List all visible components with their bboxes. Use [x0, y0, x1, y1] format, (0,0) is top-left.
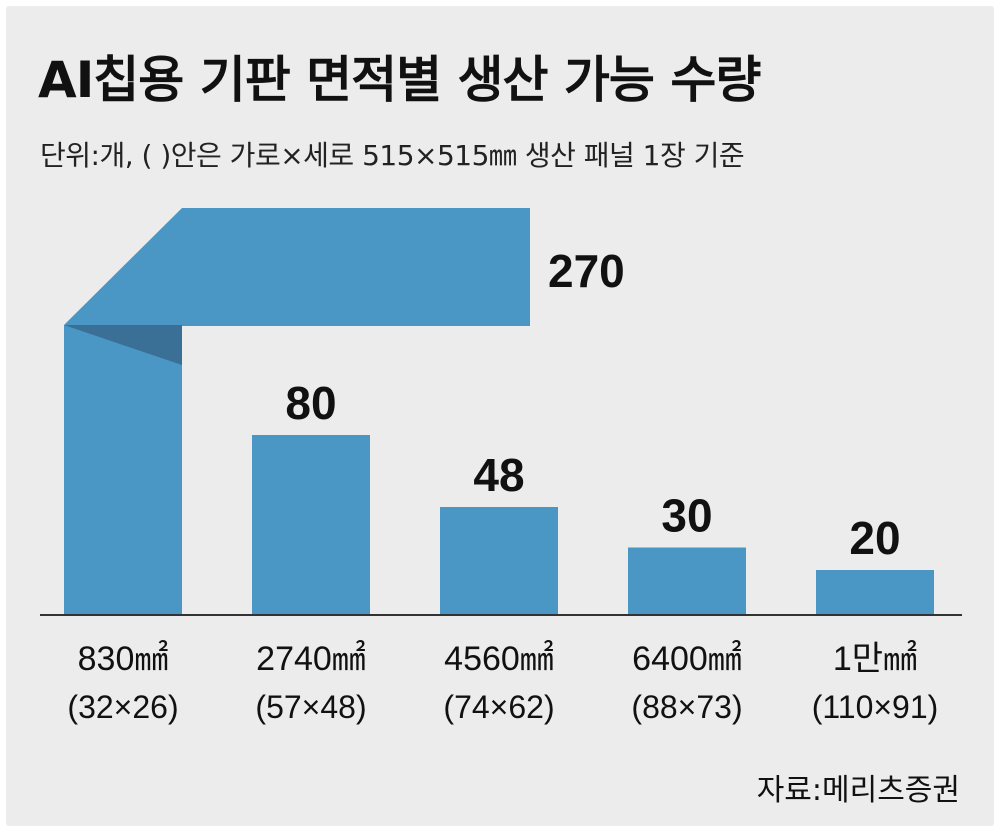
data-label-4: 20	[849, 512, 900, 564]
x-tick-sublabel-3: (88×73)	[631, 689, 742, 725]
bar-2	[440, 507, 558, 615]
chart-subtitle: 단위:개, ( )안은 가로×세로 515×515㎜ 생산 패널 1장 기준	[40, 139, 745, 172]
chart-title: AI칩용 기판 면적별 생산 가능 수량	[38, 51, 761, 109]
bar-3	[628, 547, 746, 615]
data-label-0: 270	[548, 245, 625, 297]
bar-0	[64, 325, 182, 615]
bar-1	[252, 435, 370, 615]
data-label-3: 30	[661, 490, 712, 542]
x-tick-sublabel-0: (32×26)	[67, 689, 178, 725]
data-label-1: 80	[285, 377, 336, 429]
bar-fold-ribbon	[64, 208, 530, 326]
x-tick-label-4: 1만㎟	[833, 640, 917, 678]
x-tick-sublabel-4: (110×91)	[812, 689, 939, 725]
x-tick-label-0: 830㎟	[78, 640, 169, 678]
source-note: 자료:메리츠증권	[756, 773, 960, 808]
data-label-2: 48	[473, 449, 524, 501]
bar-4	[816, 570, 934, 615]
x-tick-label-2: 4560㎟	[444, 640, 554, 678]
x-tick-sublabel-1: (57×48)	[255, 689, 366, 725]
bar-fold-shadow	[64, 325, 182, 365]
x-tick-label-1: 2740㎟	[256, 640, 366, 678]
x-tick-label-3: 6400㎟	[632, 640, 742, 678]
x-tick-sublabel-2: (74×62)	[443, 689, 554, 725]
